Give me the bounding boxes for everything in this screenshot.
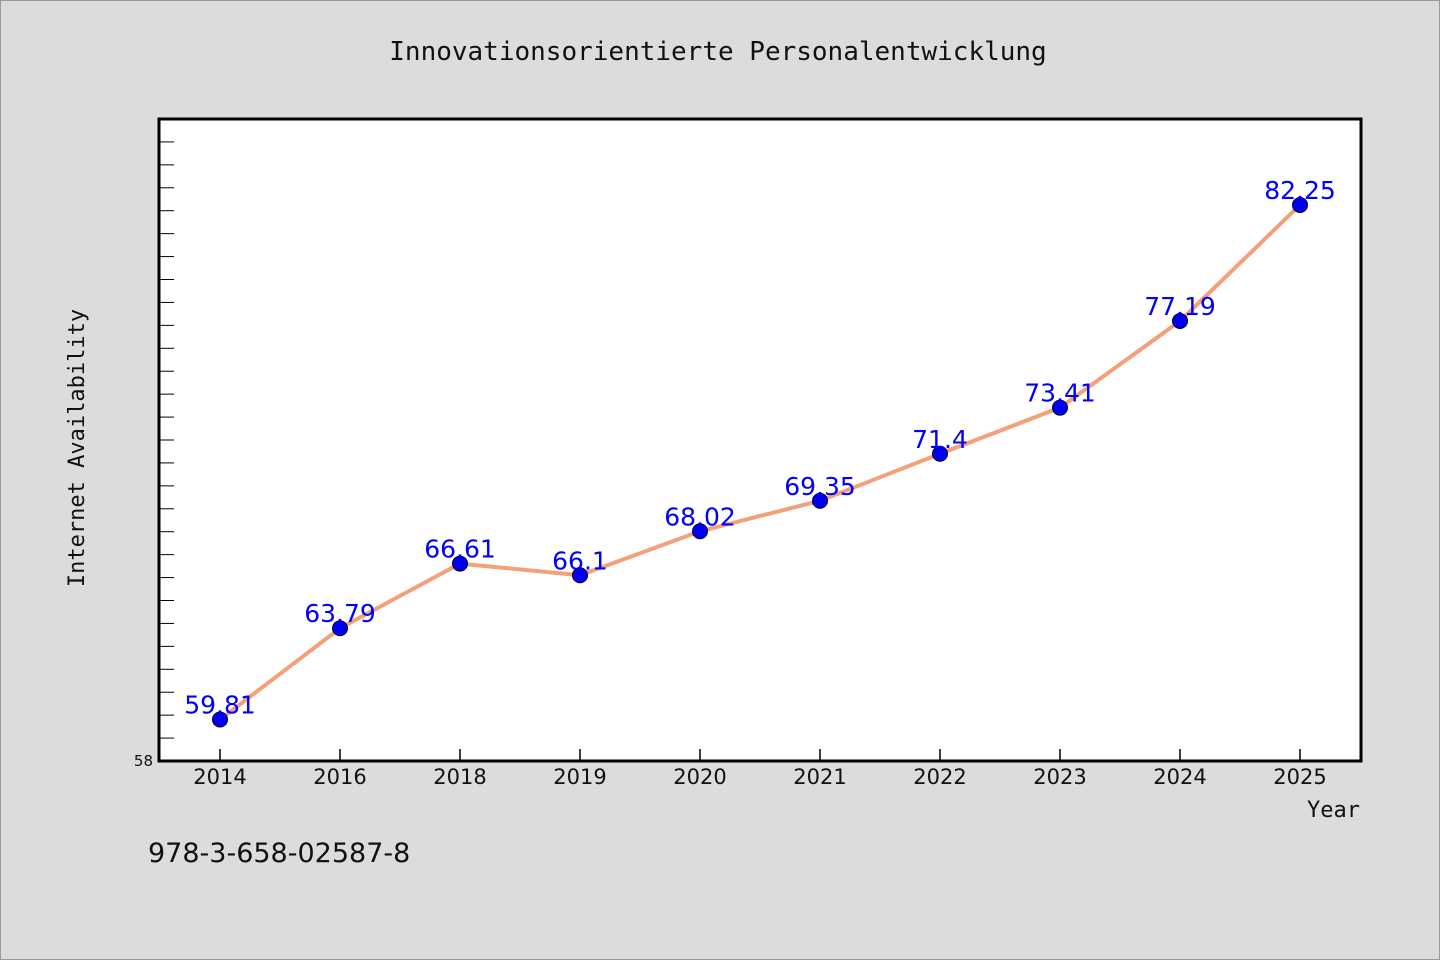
- data-point: [212, 711, 228, 728]
- series-markers: [212, 196, 1308, 728]
- x-tick-label: 2023: [1033, 765, 1086, 789]
- x-tick-label: 2024: [1153, 765, 1206, 789]
- data-point: [1052, 399, 1068, 416]
- data-label: 82.25: [1264, 176, 1336, 205]
- y-tick-label-min: 58: [134, 752, 153, 770]
- data-point: [452, 555, 468, 572]
- isbn-text: 978-3-658-02587-8: [148, 838, 410, 869]
- data-label: 77.19: [1144, 292, 1216, 321]
- data-point: [932, 445, 948, 462]
- data-point: [1292, 196, 1308, 213]
- x-tick-label: 2022: [913, 765, 966, 789]
- x-tick-label: 2019: [553, 765, 606, 789]
- plot-area: [157, 117, 1363, 763]
- x-tick-label: 2025: [1273, 765, 1326, 789]
- data-point: [812, 492, 828, 509]
- data-point: [332, 620, 348, 637]
- x-axis-ticks: [219, 749, 1301, 761]
- x-tick-label: 2018: [433, 765, 486, 789]
- data-point: [572, 567, 588, 584]
- data-label: 66.61: [424, 535, 496, 564]
- data-label: 68.02: [664, 502, 736, 531]
- y-axis-label: Internet Availability: [65, 309, 90, 587]
- data-label: 66.1: [552, 546, 608, 575]
- series-line: [218, 202, 1302, 722]
- data-label: 71.4: [912, 425, 968, 454]
- x-axis-label: Year: [1307, 798, 1360, 823]
- data-point: [1172, 313, 1188, 330]
- x-tick-label: 2020: [673, 765, 726, 789]
- data-label: 73.41: [1024, 379, 1096, 408]
- data-label: 69.35: [784, 472, 856, 501]
- data-label: 59.81: [184, 690, 256, 719]
- x-tick-label: 2021: [793, 765, 846, 789]
- data-point: [692, 523, 708, 540]
- x-tick-label: 2014: [193, 765, 246, 789]
- data-labels: 59.81 63.79 66.61 66.1 68.02 69.35 71.4 73.41 77…: [184, 176, 1336, 720]
- y-axis-ticks: [159, 141, 174, 762]
- chart-title: Innovationsorientierte Personalentwicklu…: [389, 37, 1046, 67]
- x-axis-tick-labels: 2014 2016 2018 2019 2020 2021 2022 2023 2024 2025: [193, 765, 1326, 789]
- data-label: 63.79: [304, 599, 376, 628]
- x-tick-label: 2016: [313, 765, 366, 789]
